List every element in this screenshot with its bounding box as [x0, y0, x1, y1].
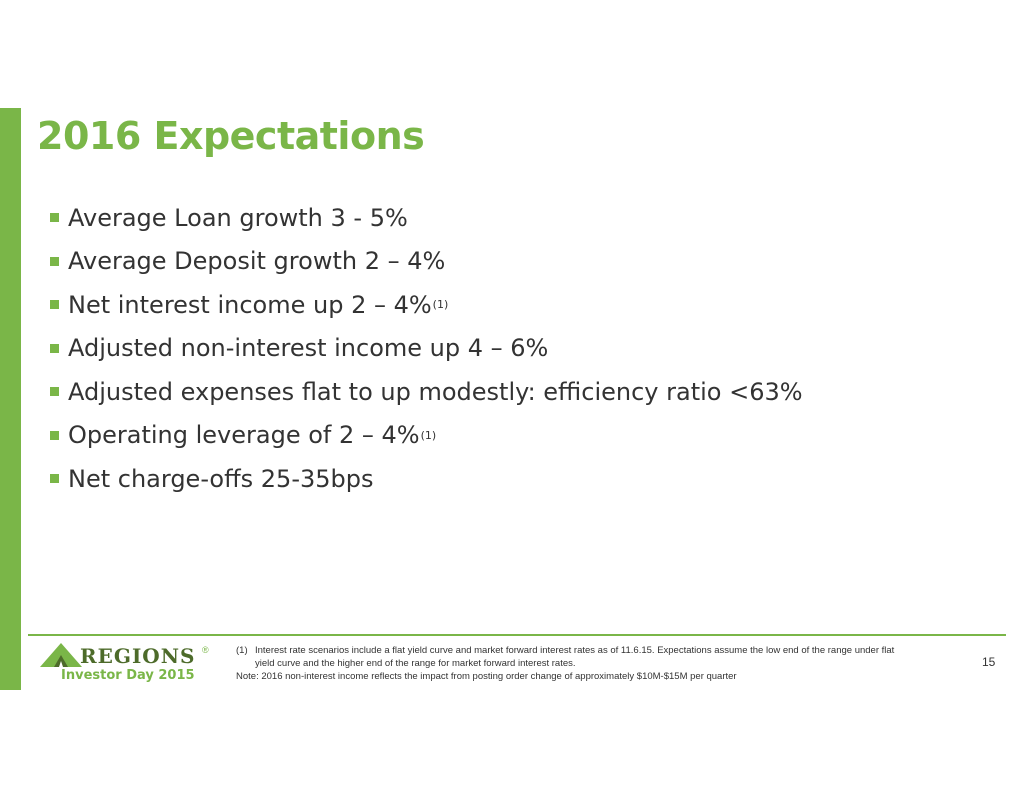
page-title: 2016 Expectations: [37, 114, 425, 158]
registered-mark: ®: [202, 645, 209, 655]
list-item: Operating leverage of 2 – 4% (1): [50, 414, 803, 458]
bullet-text: Average Deposit growth 2 – 4%: [68, 247, 446, 276]
triangle-logo-icon: [40, 643, 82, 667]
footnote-text: Note: 2016 non-interest income reflects …: [236, 671, 737, 682]
bullet-square-icon: [50, 213, 59, 223]
bullet-text: Average Loan growth 3 - 5%: [68, 203, 408, 232]
list-item: Average Deposit growth 2 – 4%: [50, 240, 803, 284]
footnote: (1) Interest rate scenarios include a fl…: [236, 644, 916, 670]
list-item: Net interest income up 2 – 4% (1): [50, 283, 803, 327]
bullet-text: Adjusted expenses flat to up modestly: e…: [68, 377, 803, 406]
bullet-text: Operating leverage of 2 – 4%: [68, 421, 420, 450]
list-item: Adjusted expenses flat to up modestly: e…: [50, 370, 803, 414]
footnote-number: (1): [236, 645, 248, 656]
expectations-list: Average Loan growth 3 - 5% Average Depos…: [50, 196, 803, 501]
event-label: Investor Day 2015: [61, 668, 195, 683]
bullet-square-icon: [50, 343, 59, 353]
page-number: 15: [982, 655, 996, 669]
footnote: Note: 2016 non-interest income reflects …: [236, 670, 916, 683]
bullet-square-icon: [50, 256, 59, 266]
bullet-square-icon: [50, 300, 59, 310]
bullet-square-icon: [50, 387, 59, 397]
bullet-square-icon: [50, 474, 59, 484]
bullet-text: Adjusted non-interest income up 4 – 6%: [68, 334, 549, 363]
list-item: Adjusted non-interest income up 4 – 6%: [50, 327, 803, 371]
footnote-text: Interest rate scenarios include a flat y…: [255, 645, 895, 669]
bullet-text: Net charge-offs 25-35bps: [68, 464, 374, 493]
bullet-square-icon: [50, 430, 59, 440]
list-item: Net charge-offs 25-35bps: [50, 457, 803, 501]
logo-wordmark: REGIONS: [80, 644, 196, 668]
list-item: Average Loan growth 3 - 5%: [50, 196, 803, 240]
accent-bar: [0, 108, 21, 690]
regions-logo: REGIONS ® Investor Day 2015: [40, 639, 218, 687]
footnote-reference: (1): [432, 298, 449, 312]
footer-divider: [28, 634, 1006, 636]
bullet-text: Net interest income up 2 – 4%: [68, 290, 432, 319]
footnotes: (1) Interest rate scenarios include a fl…: [236, 644, 916, 683]
footnote-reference: (1): [420, 428, 437, 442]
